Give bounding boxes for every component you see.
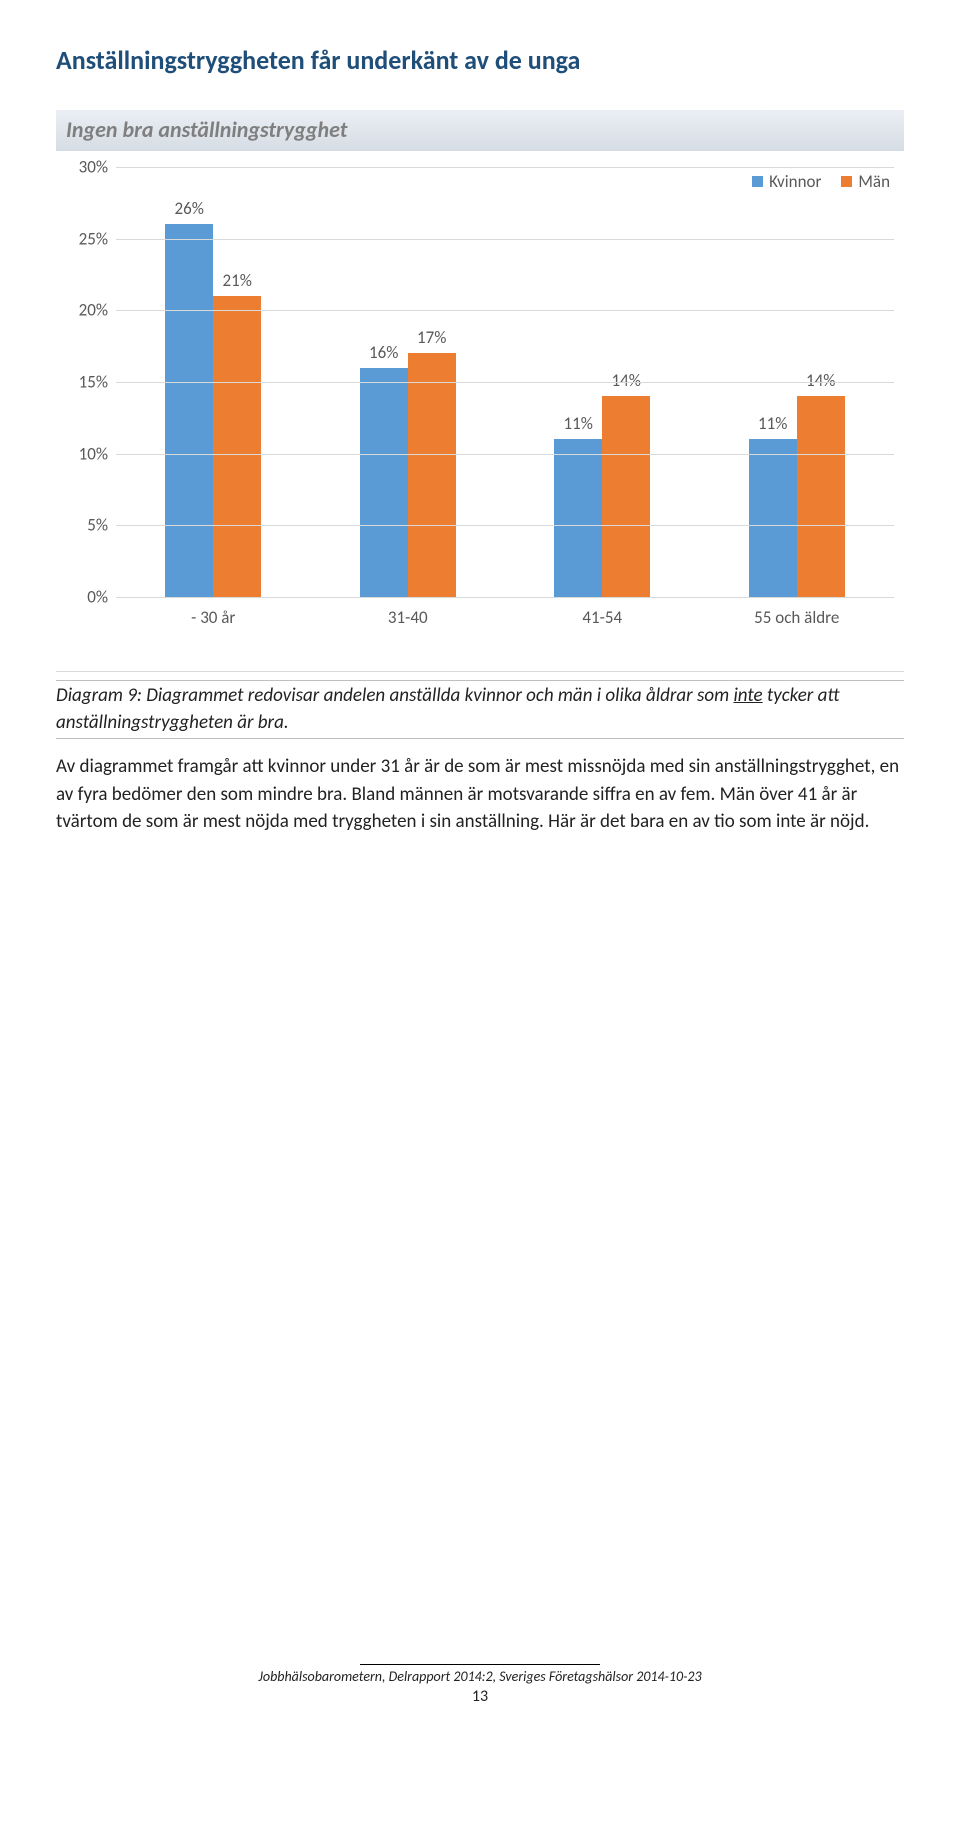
- y-tick-label: 0%: [64, 587, 108, 608]
- bar-value-label: 11%: [554, 413, 602, 434]
- bar-value-label: 14%: [602, 370, 650, 391]
- chart-container: Ingen bra anställningstrygghet 26%21%- 3…: [56, 110, 904, 739]
- y-tick-label: 5%: [64, 515, 108, 536]
- footer: Jobbhälsobarometern, Delrapport 2014:2, …: [0, 1664, 960, 1706]
- gridline: [116, 310, 894, 311]
- x-tick-label: - 30 år: [116, 597, 311, 628]
- gridline: [116, 525, 894, 526]
- y-tick-label: 25%: [64, 228, 108, 249]
- legend: Kvinnor Män: [752, 171, 890, 192]
- gridline: [116, 167, 894, 168]
- bar-value-label: 11%: [749, 413, 797, 434]
- gridline: [116, 597, 894, 598]
- plot-area: 26%21%- 30 år16%17%31-4011%14%41-5411%14…: [116, 167, 894, 597]
- bar-value-label: 21%: [213, 270, 261, 291]
- legend-item: Män: [841, 171, 890, 192]
- bar-value-label: 26%: [165, 198, 213, 219]
- bars-pair: 16%17%: [360, 353, 456, 597]
- y-tick-label: 15%: [64, 372, 108, 393]
- caption-underlined: inte: [733, 684, 762, 707]
- chart-canvas: 26%21%- 30 år16%17%31-4011%14%41-5411%14…: [56, 157, 904, 657]
- bar-value-label: 16%: [360, 342, 408, 363]
- gridline: [116, 454, 894, 455]
- gridline: [116, 382, 894, 383]
- legend-swatch: [752, 176, 763, 187]
- caption-text: Diagram 9: Diagrammet redovisar andelen …: [56, 683, 904, 736]
- chart-title: Ingen bra anställningstrygghet: [56, 110, 904, 151]
- caption-prefix: Diagram 9: Diagrammet redovisar andelen …: [56, 684, 733, 707]
- bar: 14%: [602, 396, 650, 597]
- bar: 11%: [554, 439, 602, 597]
- bar: 17%: [408, 353, 456, 597]
- legend-label: Kvinnor: [769, 171, 821, 192]
- bar: 14%: [797, 396, 845, 597]
- bar-value-label: 14%: [797, 370, 845, 391]
- axis-break: [56, 657, 904, 672]
- y-tick-label: 10%: [64, 443, 108, 464]
- bars-pair: 11%14%: [554, 396, 650, 597]
- footer-rule: [360, 1664, 600, 1665]
- bar: 16%: [360, 368, 408, 597]
- body-paragraph: Av diagrammet framgår att kvinnor under …: [56, 753, 904, 836]
- gridline: [116, 239, 894, 240]
- bars-pair: 11%14%: [749, 396, 845, 597]
- caption-box: Diagram 9: Diagrammet redovisar andelen …: [56, 680, 904, 739]
- bar-value-label: 17%: [408, 327, 456, 348]
- x-tick-label: 41-54: [505, 597, 700, 628]
- x-tick-label: 55 och äldre: [700, 597, 895, 628]
- y-tick-label: 20%: [64, 300, 108, 321]
- bar: 21%: [213, 296, 261, 597]
- legend-item: Kvinnor: [752, 171, 821, 192]
- page-title: Anställningstryggheten får underkänt av …: [56, 44, 904, 76]
- page-number: 13: [0, 1687, 960, 1706]
- footer-text: Jobbhälsobarometern, Delrapport 2014:2, …: [0, 1668, 960, 1685]
- bar: 26%: [165, 224, 213, 597]
- legend-swatch: [841, 176, 852, 187]
- x-tick-label: 31-40: [311, 597, 506, 628]
- bar: 11%: [749, 439, 797, 597]
- legend-label: Män: [858, 171, 890, 192]
- bars-pair: 26%21%: [165, 224, 261, 597]
- y-tick-label: 30%: [64, 157, 108, 178]
